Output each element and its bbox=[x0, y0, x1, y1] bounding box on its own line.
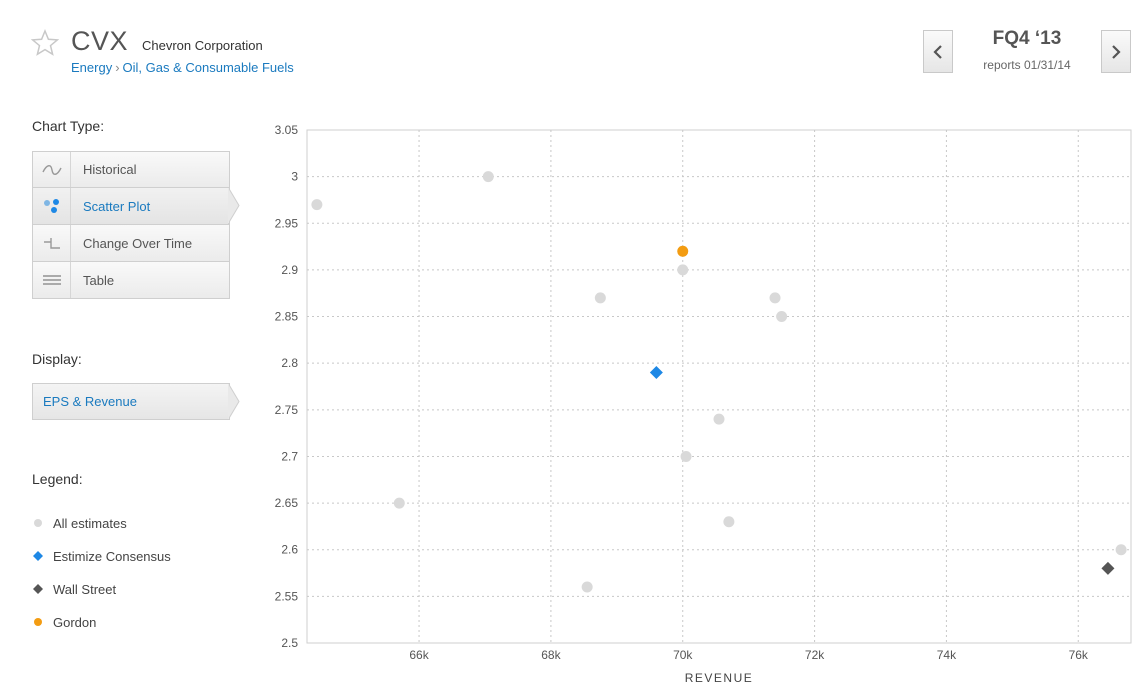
chart-type-heading: Chart Type: bbox=[32, 118, 105, 134]
display-value: EPS & Revenue bbox=[43, 394, 137, 409]
blue-diamond-icon bbox=[33, 551, 43, 561]
display-select[interactable]: EPS & Revenue bbox=[32, 383, 240, 420]
point-all-estimates bbox=[776, 311, 788, 323]
breadcrumb-sector-link[interactable]: Energy bbox=[71, 60, 113, 75]
wave-icon bbox=[41, 164, 62, 175]
x-tick-label: 70k bbox=[673, 648, 693, 662]
chart-type-label: Historical bbox=[83, 162, 137, 177]
y-tick-label: 2.6 bbox=[281, 543, 298, 557]
y-tick-label: 2.7 bbox=[281, 449, 298, 463]
y-tick-label: 2.8 bbox=[281, 356, 298, 370]
plot-area bbox=[306, 129, 1132, 644]
company-name: Chevron Corporation bbox=[142, 38, 263, 53]
point-all-estimates bbox=[677, 264, 689, 276]
active-arrow-icon bbox=[228, 187, 240, 224]
favorite-star-icon[interactable] bbox=[31, 29, 59, 57]
orange-dot-icon bbox=[34, 618, 42, 626]
breadcrumb: Energy › Oil, Gas & Consumable Fuels bbox=[71, 60, 294, 75]
x-tick-label: 66k bbox=[409, 648, 429, 662]
breadcrumb-industry-link[interactable]: Oil, Gas & Consumable Fuels bbox=[122, 60, 294, 75]
legend-item-estimize-consensus: Estimize Consensus bbox=[32, 546, 171, 566]
point-all-estimates bbox=[680, 450, 692, 462]
y-tick-label: 2.85 bbox=[275, 310, 299, 324]
step-icon bbox=[43, 238, 60, 249]
x-tick-label: 72k bbox=[805, 648, 825, 662]
x-axis-title: REVENUE bbox=[685, 671, 754, 685]
x-tick-label: 68k bbox=[541, 648, 561, 662]
gray-diamond-icon bbox=[33, 584, 43, 594]
legend-item-all-estimates: All estimates bbox=[32, 513, 127, 533]
point-all-estimates bbox=[1115, 544, 1127, 556]
point-estimize-consensus bbox=[649, 366, 663, 380]
chart-type-label: Scatter Plot bbox=[83, 198, 151, 214]
x-tick-label: 74k bbox=[937, 648, 957, 662]
point-all-estimates bbox=[311, 199, 323, 211]
ticker-symbol: CVX bbox=[71, 26, 129, 56]
legend-heading: Legend: bbox=[32, 471, 83, 487]
y-tick-label: 2.75 bbox=[275, 403, 299, 417]
y-tick-label: 2.55 bbox=[275, 589, 299, 603]
chevron-left-icon bbox=[933, 44, 942, 59]
chart-type-change-over-time[interactable]: Change Over Time bbox=[32, 225, 230, 262]
legend-item-gordon: Gordon bbox=[32, 612, 96, 632]
chart-type-historical[interactable]: Historical bbox=[32, 151, 230, 188]
point-gordon bbox=[677, 245, 689, 257]
legend-label: Wall Street bbox=[53, 581, 117, 597]
legend-label: All estimates bbox=[53, 515, 127, 531]
legend-label: Estimize Consensus bbox=[53, 548, 171, 564]
point-all-estimates bbox=[393, 497, 405, 509]
legend-label: Gordon bbox=[53, 614, 97, 630]
point-all-estimates bbox=[482, 171, 494, 183]
point-wall-street bbox=[1101, 561, 1115, 575]
breadcrumb-separator-icon: › bbox=[115, 60, 120, 75]
point-all-estimates bbox=[769, 292, 781, 304]
chart-type-scatter-plot[interactable]: Scatter Plot bbox=[32, 187, 240, 225]
chevron-right-icon bbox=[1112, 44, 1121, 59]
y-tick-label: 2.9 bbox=[281, 263, 298, 277]
y-tick-label: 2.95 bbox=[275, 216, 299, 230]
y-tick-label: 3.05 bbox=[275, 123, 299, 137]
chart-type-table[interactable]: Table bbox=[32, 262, 230, 299]
point-all-estimates bbox=[723, 516, 735, 528]
gray-dot-icon bbox=[34, 519, 42, 527]
display-heading: Display: bbox=[32, 351, 82, 367]
fiscal-period: FQ4 ‘13 bbox=[992, 28, 1062, 49]
chart-type-menu: Historical Scatter Plot Change Over Time… bbox=[32, 151, 240, 299]
point-all-estimates bbox=[594, 292, 606, 304]
previous-quarter-button[interactable] bbox=[923, 30, 953, 73]
next-quarter-button[interactable] bbox=[1101, 30, 1131, 73]
chart-type-label: Change Over Time bbox=[83, 235, 193, 251]
chart-type-label: Table bbox=[83, 272, 115, 288]
point-all-estimates bbox=[713, 413, 725, 425]
x-tick-label: 76k bbox=[1069, 648, 1089, 662]
y-tick-label: 3 bbox=[291, 170, 298, 184]
active-arrow-icon bbox=[228, 383, 240, 420]
table-icon bbox=[42, 275, 61, 285]
y-tick-label: 2.5 bbox=[281, 636, 298, 650]
report-date: reports 01/31/14 bbox=[983, 58, 1071, 72]
point-all-estimates bbox=[581, 581, 593, 593]
y-tick-label: 2.65 bbox=[275, 496, 299, 510]
scatter-icon bbox=[43, 199, 59, 213]
legend-item-wall-street: Wall Street bbox=[32, 579, 116, 599]
